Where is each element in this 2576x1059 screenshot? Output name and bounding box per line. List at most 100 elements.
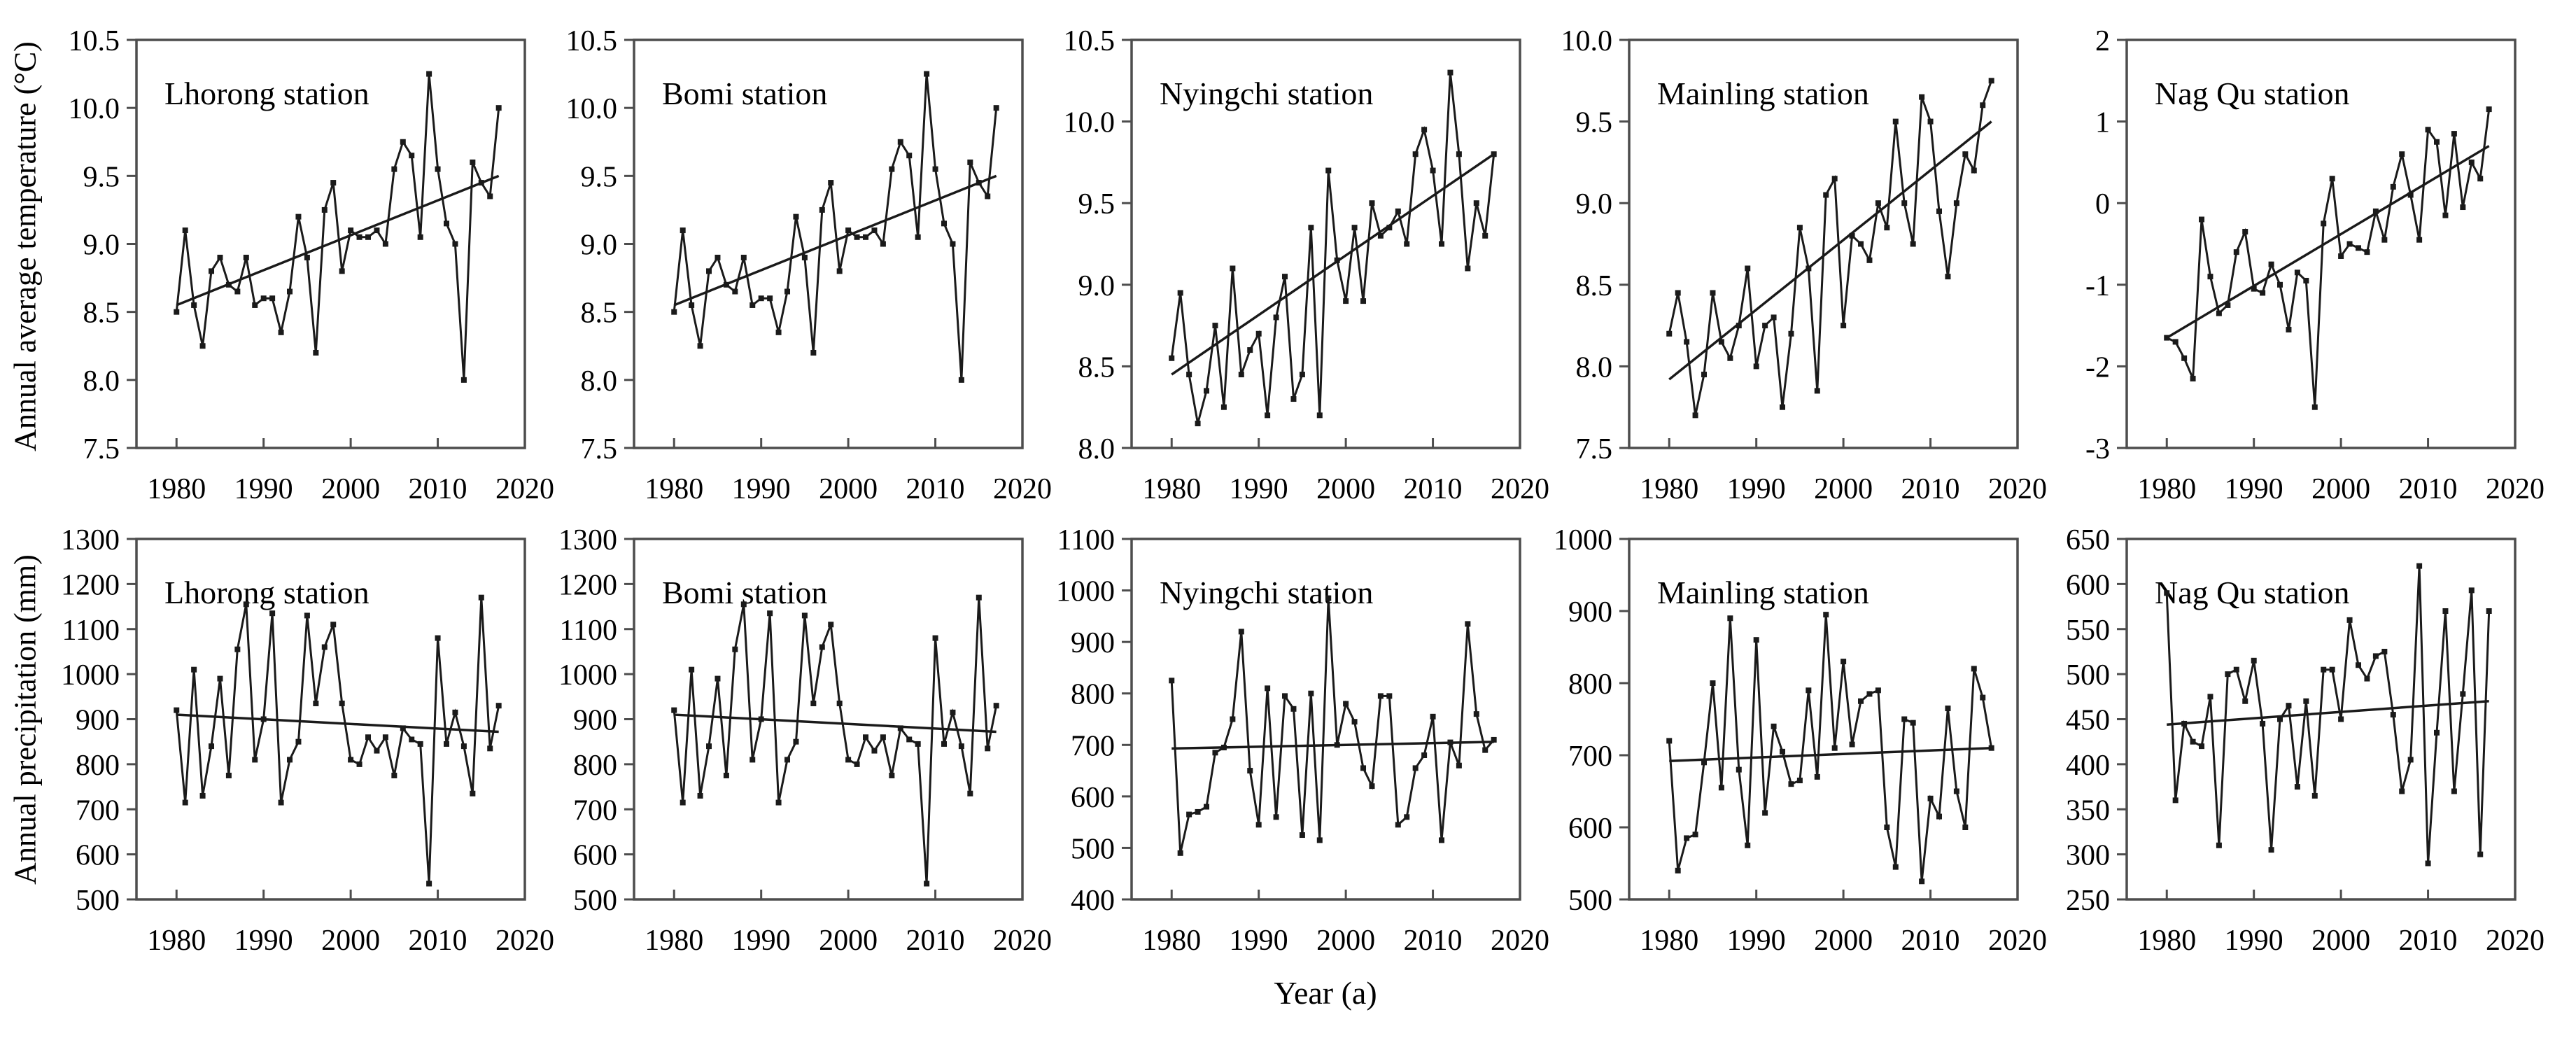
data-point-marker [1473,200,1479,206]
data-point-marker [671,309,677,315]
data-point-marker [749,302,756,308]
data-point-marker [1780,404,1786,410]
data-point-marker [243,601,249,608]
data-point-marker [391,166,397,172]
y-tick-label: 500 [1568,885,1612,917]
chart-lhorong-temperature: 7.5 8.0 8.5 9.0 9.5 10.0 10.5 1980 1990 2000 2010 2… [69,25,555,505]
data-point-marker [1919,878,1925,885]
data-point-marker [1247,347,1253,353]
data-point-marker [1430,713,1436,720]
data-point-marker [1762,323,1768,329]
data-point-marker [1169,678,1175,684]
data-point-marker [191,302,197,308]
data-point-marker [209,743,215,750]
data-point-marker [1273,314,1279,321]
x-tick-label: 2000 [2311,925,2370,957]
data-point-marker [941,220,948,227]
data-point-marker [2486,106,2492,113]
data-point-marker [2268,261,2274,267]
data-point-marker [2225,302,2231,308]
data-point-marker [2442,608,2449,614]
data-point-marker [1421,752,1428,758]
y-tick-label: 9.5 [1078,188,1115,220]
data-point-marker [2451,131,2457,137]
trend-line [1171,153,1495,376]
y-tick-label: 500 [76,885,120,917]
data-point-marker [1980,102,1986,108]
data-point-marker [199,343,206,349]
data-point-marker [225,772,232,778]
data-point-marker [732,646,738,652]
data-point-marker [478,594,484,601]
y-tick-label: 650 [2066,524,2110,556]
data-point-marker [409,736,415,743]
y-tick-label: 9.5 [1576,107,1613,139]
data-point-marker [1404,241,1410,247]
data-point-marker [2407,757,2414,763]
data-point-marker [967,790,973,797]
data-point-marker [1369,200,1375,206]
data-point-marker [1351,719,1358,725]
data-point-marker [828,622,834,628]
data-point-marker [382,734,388,741]
data-point-marker [2172,797,2179,804]
data-point-marker [2399,788,2405,794]
data-point-marker [941,741,948,747]
data-point-marker [723,281,729,288]
data-point-marker [2181,720,2188,727]
data-point-marker [2372,653,2379,659]
data-point-marker [1771,723,1777,729]
trend-line [1668,120,1992,381]
data-series-line [175,73,500,380]
data-point-marker [470,790,476,797]
data-point-marker [1204,804,1210,810]
data-point-marker [1465,621,1471,627]
y-tick-label: 600 [1568,813,1612,845]
x-tick-label: 2020 [993,925,1052,957]
data-point-marker [1325,167,1332,174]
data-point-marker [1334,257,1340,263]
data-point-marker [715,675,721,682]
data-point-marker [680,227,686,234]
data-point-marker [269,295,276,302]
x-tick-label: 2000 [819,473,878,505]
data-point-marker [313,349,319,356]
data-point-marker [1753,363,1759,370]
x-tick-label: 2020 [495,925,554,957]
data-point-marker [478,180,484,186]
x-tick-label: 1980 [1640,925,1698,957]
data-point-marker [976,180,982,186]
data-point-marker [897,725,903,731]
data-point-marker [1745,842,1751,848]
data-point-marker [1169,355,1175,361]
y-tick-label: 9.0 [1576,188,1613,220]
data-point-marker [452,241,458,247]
data-point-marker [2251,286,2257,292]
x-tick-label: 2010 [906,925,965,957]
data-point-marker [1675,290,1681,296]
y-tick-label: 10.5 [566,25,618,57]
data-point-marker [234,646,241,652]
data-series-line [1668,615,1993,882]
data-point-marker [470,159,476,165]
data-point-marker [2303,698,2309,704]
data-point-marker [174,309,180,315]
data-point-marker [1814,773,1820,780]
data-point-marker [1395,822,1401,828]
y-tick-label: 2 [2095,25,2110,57]
x-tick-label: 2000 [321,925,380,957]
x-tick-label: 2000 [2311,473,2370,505]
data-point-marker [217,254,223,260]
y-tick-label: 10.0 [69,93,120,125]
data-point-marker [706,268,712,274]
data-point-marker [2242,698,2248,704]
y-tick-label: 400 [1071,885,1115,917]
y-tick-label: 8.5 [1078,351,1115,384]
data-point-marker [1386,693,1393,699]
data-point-marker [1230,265,1236,272]
data-point-marker [1788,781,1794,787]
data-point-marker [2390,712,2396,718]
data-point-marker [252,757,258,763]
data-point-marker [801,612,808,619]
data-point-marker [1343,298,1349,304]
